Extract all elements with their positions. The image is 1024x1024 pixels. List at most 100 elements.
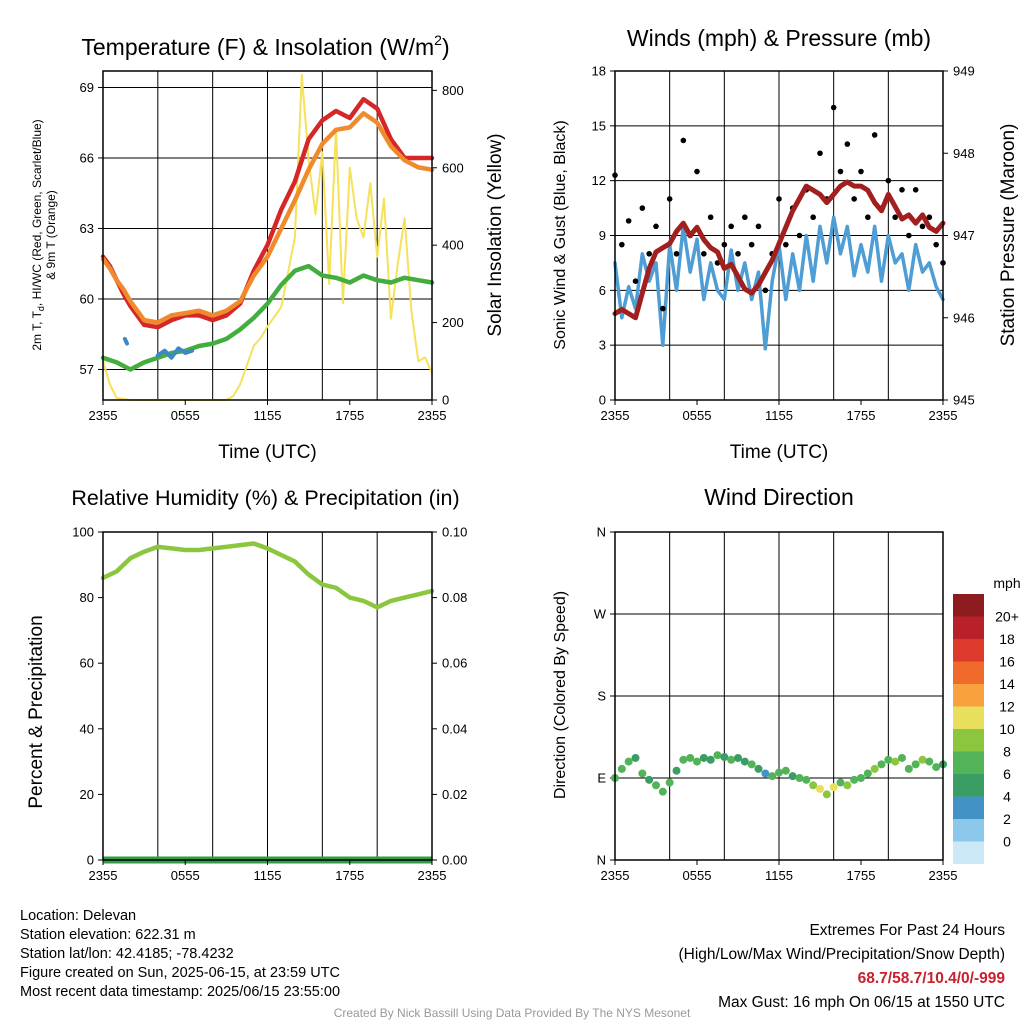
legend-swatch xyxy=(953,684,984,707)
winds-panel: 0 3 6 9 12 15 18 945 946 947 948 949 2355 0555 1155 175… xyxy=(552,25,1019,463)
direction-point xyxy=(822,790,831,799)
x-tick-label: 1155 xyxy=(254,408,282,423)
direction-point xyxy=(761,769,770,778)
x-axis-label: Time (UTC) xyxy=(218,442,317,463)
gust-point xyxy=(885,177,892,184)
direction-point xyxy=(795,774,804,782)
direction-point xyxy=(768,772,777,781)
direction-point xyxy=(747,760,756,769)
legend-swatch xyxy=(953,639,984,662)
right-y-tick-label: 0.00 xyxy=(442,853,467,868)
direction-point xyxy=(850,775,859,784)
legend-label: 20+ xyxy=(995,609,1019,625)
latlon-text: Station lat/lon: 42.4185; -78.4232 xyxy=(20,946,234,962)
direction-point xyxy=(781,766,790,775)
direction-title: Wind Direction xyxy=(704,484,854,510)
gust-point xyxy=(851,196,857,202)
temperature-panel: 57 60 63 66 69 0 200 400 600 800 2355 0555 1155 1755 2… xyxy=(30,32,506,463)
gust-point xyxy=(639,205,646,211)
legend-swatch xyxy=(953,706,984,729)
max-gust-text: Max Gust: 16 mph On 06/15 at 1550 UTC xyxy=(718,994,1005,1011)
direction-point xyxy=(740,757,749,766)
title-end: ) xyxy=(442,34,450,60)
y-tick-label: E xyxy=(597,771,606,786)
gust-point xyxy=(632,278,639,284)
right-y-axis-label: Solar Insolation (Yellow) xyxy=(485,133,506,336)
legend-swatch xyxy=(953,796,984,819)
gust-point xyxy=(646,250,652,257)
x-tick-label: 2355 xyxy=(418,868,447,883)
legend-swatch xyxy=(953,661,984,684)
y-tick-label: 0 xyxy=(599,393,606,408)
legend-label: 8 xyxy=(1003,744,1011,760)
location-text: Location: Delevan xyxy=(20,908,137,924)
y-tick-label: N xyxy=(597,525,606,540)
y-tick-label: W xyxy=(594,607,607,622)
gust-point xyxy=(926,214,933,221)
gust-point xyxy=(721,241,728,248)
legend-swatch xyxy=(953,841,984,864)
direction-point xyxy=(904,764,913,773)
td-line xyxy=(100,263,435,372)
y-axis-label: Percent & Precipitation xyxy=(26,615,47,808)
gust-point xyxy=(776,196,782,202)
y-tick-label: 12 xyxy=(592,173,606,188)
y-label-subscript: d xyxy=(36,306,46,311)
right-y-tick-label: 600 xyxy=(442,160,464,175)
x-tick-label: 0555 xyxy=(171,868,200,883)
direction-point xyxy=(843,781,852,790)
x-tick-label: 2355 xyxy=(89,868,118,883)
y-tick-label: 20 xyxy=(80,787,94,802)
y-tick-label: 63 xyxy=(80,221,94,236)
direction-point xyxy=(727,755,736,764)
gust-point xyxy=(871,132,878,138)
direction-point xyxy=(891,757,900,766)
legend-label: 4 xyxy=(1003,789,1011,805)
y-tick-label: 15 xyxy=(592,118,606,133)
right-y-tick-label: 0.02 xyxy=(442,787,467,802)
gust-point xyxy=(666,196,673,202)
gust-point xyxy=(742,214,748,221)
direction-point xyxy=(863,769,872,778)
gust-point xyxy=(755,223,762,230)
x-tick-label: 2355 xyxy=(601,408,630,423)
gust-point xyxy=(830,104,837,111)
legend-swatch xyxy=(953,594,984,617)
gust-point xyxy=(707,214,714,221)
recent-text: Most recent data timestamp: 2025/06/15 2… xyxy=(20,984,341,1000)
right-y-tick-label: 400 xyxy=(442,238,464,253)
credit-text: Created By Nick Bassill Using Data Provi… xyxy=(333,1006,691,1020)
gust-point xyxy=(619,241,625,248)
right-y-tick-label: 0 xyxy=(442,393,449,408)
gust-point xyxy=(625,218,632,224)
direction-point xyxy=(720,753,729,762)
right-y-tick-label: 946 xyxy=(953,310,975,325)
y-label-part: , HI/WC (Red, Green, Scarlet/Blue) xyxy=(30,119,44,306)
legend-swatch xyxy=(953,819,984,842)
direction-point xyxy=(631,753,640,762)
x-tick-label: 1755 xyxy=(335,408,364,423)
gust-point xyxy=(912,187,919,193)
direction-point xyxy=(652,781,660,790)
y-tick-label: 57 xyxy=(80,362,94,377)
direction-point xyxy=(693,757,701,766)
gust-point xyxy=(817,150,823,157)
direction-point xyxy=(679,755,688,764)
y-tick-label: 60 xyxy=(80,291,94,306)
right-y-tick-label: 947 xyxy=(953,228,975,243)
y-axis-label-line2: & 9m T (Orange) xyxy=(44,190,58,280)
gust-point xyxy=(735,250,741,257)
right-y-tick-label: 200 xyxy=(442,315,464,330)
extremes-subtitle: (High/Low/Max Wind/Precipitation/Snow De… xyxy=(678,946,1006,963)
gust-point xyxy=(906,232,912,239)
x-tick-label: 1755 xyxy=(847,408,876,423)
legend-label: 12 xyxy=(999,699,1015,715)
gust-point xyxy=(899,187,905,193)
gust-point xyxy=(653,223,659,230)
right-y-tick-label: 945 xyxy=(953,393,975,408)
y-tick-label: S xyxy=(597,689,606,704)
legend-title: mph xyxy=(993,575,1020,591)
legend-label: 10 xyxy=(999,721,1015,737)
direction-point xyxy=(788,772,797,781)
